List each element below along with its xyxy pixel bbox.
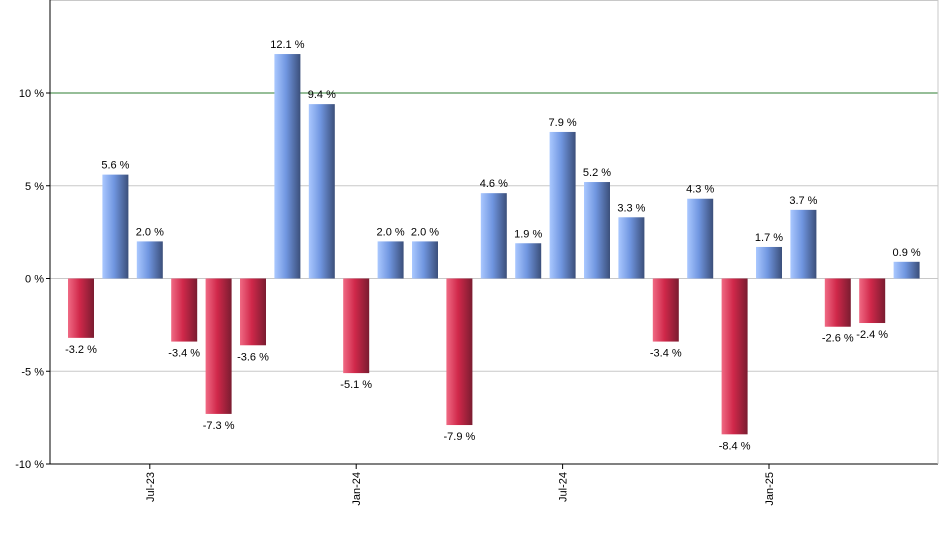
x-tick-label: Jul-24 <box>558 472 570 502</box>
y-tick-label: 10 % <box>19 88 44 100</box>
positive-bar <box>790 209 817 279</box>
positive-bar <box>515 243 542 279</box>
positive-bar <box>136 241 163 279</box>
positive-bar <box>377 241 404 279</box>
positive-bar <box>687 198 714 279</box>
negative-bar <box>721 278 748 435</box>
y-tick-label: 5 % <box>25 181 44 193</box>
negative-bar <box>68 278 94 338</box>
bar-value-label: 2.0 % <box>377 226 405 238</box>
x-tick-label: Jul-23 <box>145 472 157 502</box>
x-tick-label: Jan-25 <box>764 472 776 506</box>
bar-value-label: -7.3 % <box>203 420 235 432</box>
bar-value-label: 3.7 % <box>789 195 817 207</box>
positive-bar <box>584 182 610 279</box>
bar-value-label: 0.9 % <box>893 247 921 259</box>
y-tick-label: 0 % <box>25 274 44 286</box>
bar-value-label: -3.6 % <box>237 351 269 363</box>
positive-bar <box>412 241 438 279</box>
bar-value-label: 4.6 % <box>480 178 508 190</box>
bar-value-label: 4.3 % <box>686 184 714 196</box>
positive-bar <box>308 104 335 279</box>
bar-value-label: 1.7 % <box>755 232 783 244</box>
bar-value-label: 5.2 % <box>583 167 611 179</box>
bar-value-label: -3.4 % <box>168 348 200 360</box>
positive-bar <box>618 217 645 279</box>
negative-bar <box>171 278 198 342</box>
labels-layer: -10 % -5 % 0 % 5 % 10 % -3.2 % 5.6 % 2.0 % -3.4 … <box>15 39 921 506</box>
bar-value-label: 12.1 % <box>270 39 304 51</box>
bar-value-label: 2.0 % <box>136 226 164 238</box>
positive-bar <box>274 54 301 279</box>
positive-bar <box>893 261 920 279</box>
negative-bar <box>824 278 851 327</box>
bar-value-label: 5.6 % <box>101 160 129 172</box>
positive-bar <box>102 174 129 279</box>
bar-value-label: 3.3 % <box>617 202 645 214</box>
bar-value-label: -3.2 % <box>65 344 97 356</box>
y-tick-label: -10 % <box>15 459 44 471</box>
negative-bar <box>652 278 679 342</box>
bar-value-label: 1.9 % <box>514 228 542 240</box>
negative-bar <box>205 278 232 414</box>
positive-bar <box>756 246 782 279</box>
positive-bar <box>549 131 576 279</box>
bar-value-label: 7.9 % <box>549 117 577 129</box>
bar-value-label: 2.0 % <box>411 226 439 238</box>
x-tick-label: Jan-24 <box>351 472 363 506</box>
bar-value-label: -7.9 % <box>444 431 476 443</box>
positive-bar <box>480 193 507 279</box>
bar-value-label: -5.1 % <box>340 379 372 391</box>
negative-bar <box>859 278 886 324</box>
bar-value-label: -3.4 % <box>650 348 682 360</box>
y-tick-label: -5 % <box>21 366 44 378</box>
axes-layer <box>46 0 939 469</box>
negative-bar <box>446 278 473 426</box>
negative-bar <box>240 278 266 346</box>
bar-value-label: -8.4 % <box>719 440 751 452</box>
bar-value-label: -2.6 % <box>822 333 854 345</box>
bar-value-label: 9.4 % <box>308 89 336 101</box>
bar-value-label: -2.4 % <box>856 329 888 341</box>
bars-layer <box>68 54 920 435</box>
negative-bar <box>343 278 370 374</box>
